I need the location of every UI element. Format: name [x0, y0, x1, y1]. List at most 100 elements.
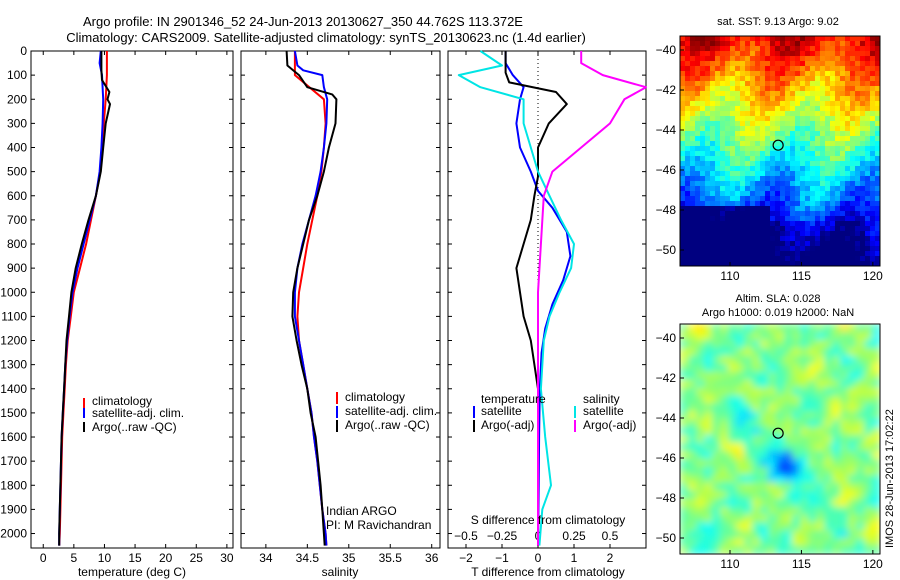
platform-annotation: Indian ARGO — [326, 504, 397, 518]
sst-cell — [785, 146, 791, 152]
sst-cell — [790, 201, 796, 207]
sla-cell — [696, 498, 705, 508]
sst-cell — [720, 251, 726, 257]
sla-cell — [824, 522, 833, 531]
sst-cell — [830, 161, 836, 167]
sst-cell — [830, 76, 836, 82]
sst-cell — [725, 116, 731, 122]
sst-cell — [780, 101, 786, 107]
sst-cell — [835, 181, 841, 187]
sla-cell — [776, 538, 785, 547]
sst-cell — [700, 96, 706, 102]
sst-cell — [835, 241, 841, 247]
sst-cell — [745, 146, 751, 152]
sst-cell — [720, 126, 726, 132]
sla-cell — [872, 355, 880, 365]
x-tick-label: 35.5 — [379, 551, 403, 565]
sla-cell — [752, 324, 761, 333]
sla-cell — [792, 546, 801, 554]
sla-cell — [848, 427, 857, 436]
sst-cell — [845, 51, 851, 57]
sst-cell — [815, 46, 821, 52]
sla-cell — [712, 506, 721, 515]
sst-cell — [685, 216, 691, 222]
sst-cell — [850, 91, 856, 97]
sst-cell — [705, 126, 711, 132]
sla-cell — [792, 411, 801, 420]
sst-cell — [705, 101, 711, 107]
series-line-argo-adj- — [537, 51, 647, 546]
sst-cell — [700, 156, 706, 162]
sla-cell — [840, 339, 849, 349]
sst-cell — [865, 126, 871, 132]
sla-cell — [792, 355, 801, 365]
difference-series — [457, 50, 647, 546]
sla-cell — [864, 506, 873, 515]
sst-cell — [735, 216, 741, 222]
sst-cell — [830, 261, 836, 266]
sst-cell — [855, 121, 861, 127]
sst-cell — [800, 231, 806, 237]
sst-cell — [845, 231, 851, 237]
sst-cell — [810, 236, 816, 242]
sst-cell — [805, 126, 811, 132]
sst-cell — [870, 176, 876, 182]
sla-cell — [872, 458, 880, 468]
sst-cell — [755, 131, 761, 137]
sst-cell — [700, 101, 706, 107]
sla-cell — [816, 522, 825, 531]
sla-cell — [792, 347, 801, 357]
sst-cell — [840, 71, 846, 77]
sst-cell — [830, 251, 836, 257]
sla-cell — [728, 498, 737, 508]
sst-cell — [785, 261, 791, 266]
sst-cell — [875, 91, 880, 97]
sla-cell — [824, 339, 833, 349]
sla-cell — [832, 387, 841, 396]
sst-cell — [730, 121, 736, 127]
sst-cell — [690, 56, 696, 62]
sst-cell — [755, 96, 761, 102]
sla-cell — [768, 339, 777, 349]
sla-cell — [736, 482, 745, 492]
sst-cell — [685, 166, 691, 172]
sst-cell — [845, 176, 851, 182]
sst-cell — [875, 36, 880, 42]
sst-cell — [800, 191, 806, 197]
sst-cell — [750, 56, 756, 62]
sst-cell — [845, 56, 851, 62]
sst-cell — [785, 81, 791, 87]
sst-cell — [705, 146, 711, 152]
sla-cell — [696, 347, 705, 357]
sst-cell — [735, 251, 741, 257]
sst-cell — [845, 261, 851, 266]
sst-cell — [680, 176, 686, 182]
sst-cell — [770, 101, 776, 107]
sst-cell — [775, 36, 781, 42]
sst-cell — [845, 76, 851, 82]
sst-cell — [835, 96, 841, 102]
sla-cell — [720, 514, 729, 523]
sla-cell — [736, 339, 745, 349]
sst-cell — [855, 91, 861, 97]
sla-cell — [808, 435, 817, 444]
sst-cell — [835, 101, 841, 107]
sst-cell — [730, 246, 736, 252]
sst-cell — [725, 241, 731, 247]
sst-cell — [695, 146, 701, 152]
sla-cell — [824, 450, 833, 460]
sst-cell — [800, 131, 806, 137]
sst-cell — [735, 236, 741, 242]
sla-cell — [808, 379, 817, 389]
sst-cell — [740, 131, 746, 137]
sst-cell — [725, 156, 731, 162]
sst-cell — [720, 181, 726, 187]
sst-cell — [860, 231, 866, 237]
sst-cell — [715, 91, 721, 97]
sst-cell — [695, 76, 701, 82]
sst-cell — [730, 61, 736, 67]
sla-cell — [864, 450, 873, 460]
sst-cell — [815, 251, 821, 257]
sla-cell — [840, 490, 849, 500]
sla-cell — [776, 530, 785, 539]
